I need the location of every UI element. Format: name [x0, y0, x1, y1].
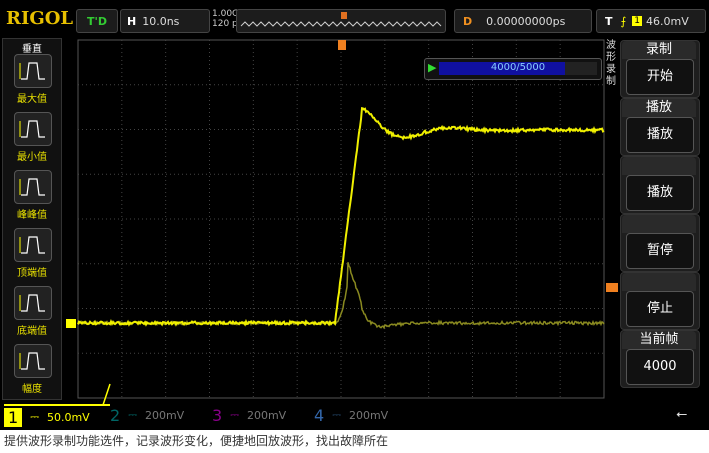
record-progress: ▶ 4000/5000	[424, 58, 602, 80]
menu-button[interactable]: 播放	[626, 175, 694, 211]
channel-4-tab[interactable]: 4 ⎓ 200mV	[314, 404, 404, 426]
menu-group-title	[622, 273, 696, 291]
dc-coupling-icon: ⎓	[230, 408, 239, 422]
channel-scale: 200mV	[349, 409, 388, 422]
trigger-level-marker[interactable]	[606, 283, 618, 292]
caption: 提供波形录制功能选件，记录波形变化，便捷地回放波形，找出故障所在	[4, 432, 388, 449]
dc-coupling-icon: ⎓	[332, 408, 341, 422]
usb-icon: ⭠	[676, 406, 687, 422]
play-icon: ▶	[428, 61, 436, 74]
channel-2-tab[interactable]: 2 ⎓ 200mV	[110, 404, 200, 426]
oscilloscope-screen: RIGOL T'D H 10.0ns 1.00GSa/s 120 pts D 0.00…	[0, 0, 709, 430]
menu-group-title	[622, 157, 696, 175]
channel-scale: 200mV	[145, 409, 184, 422]
channel-scale: 50.0mV	[47, 411, 90, 424]
waveform-grid	[0, 0, 709, 430]
menu-group-title: 当前帧	[622, 331, 696, 349]
channel-num: 4	[314, 406, 324, 425]
ch1-ground-marker[interactable]	[66, 319, 76, 328]
channel-num: 2	[110, 406, 120, 425]
menu-side-title: 波形录制	[606, 40, 618, 88]
menu-button[interactable]: 停止	[626, 291, 694, 327]
menu-button[interactable]: 开始	[626, 59, 694, 95]
progress-text: 4000/5000	[439, 62, 597, 73]
menu-button[interactable]: 暂停	[626, 233, 694, 269]
channel-3-tab[interactable]: 3 ⎓ 200mV	[212, 404, 302, 426]
dc-coupling-icon: ⎓	[30, 410, 39, 424]
channel-num: 3	[212, 406, 222, 425]
menu-group-title	[622, 215, 696, 233]
dc-coupling-icon: ⎓	[128, 408, 137, 422]
channel-num: 1	[4, 408, 22, 427]
menu-button[interactable]: 播放	[626, 117, 694, 153]
channel-scale: 200mV	[247, 409, 286, 422]
menu-button[interactable]: 4000	[626, 349, 694, 385]
menu-group-title: 录制	[622, 41, 696, 59]
channel-1-tab[interactable]: 1 ⎓ 50.0mV	[4, 404, 110, 428]
menu-group-title: 播放	[622, 99, 696, 117]
trigger-position-marker[interactable]	[338, 40, 346, 50]
